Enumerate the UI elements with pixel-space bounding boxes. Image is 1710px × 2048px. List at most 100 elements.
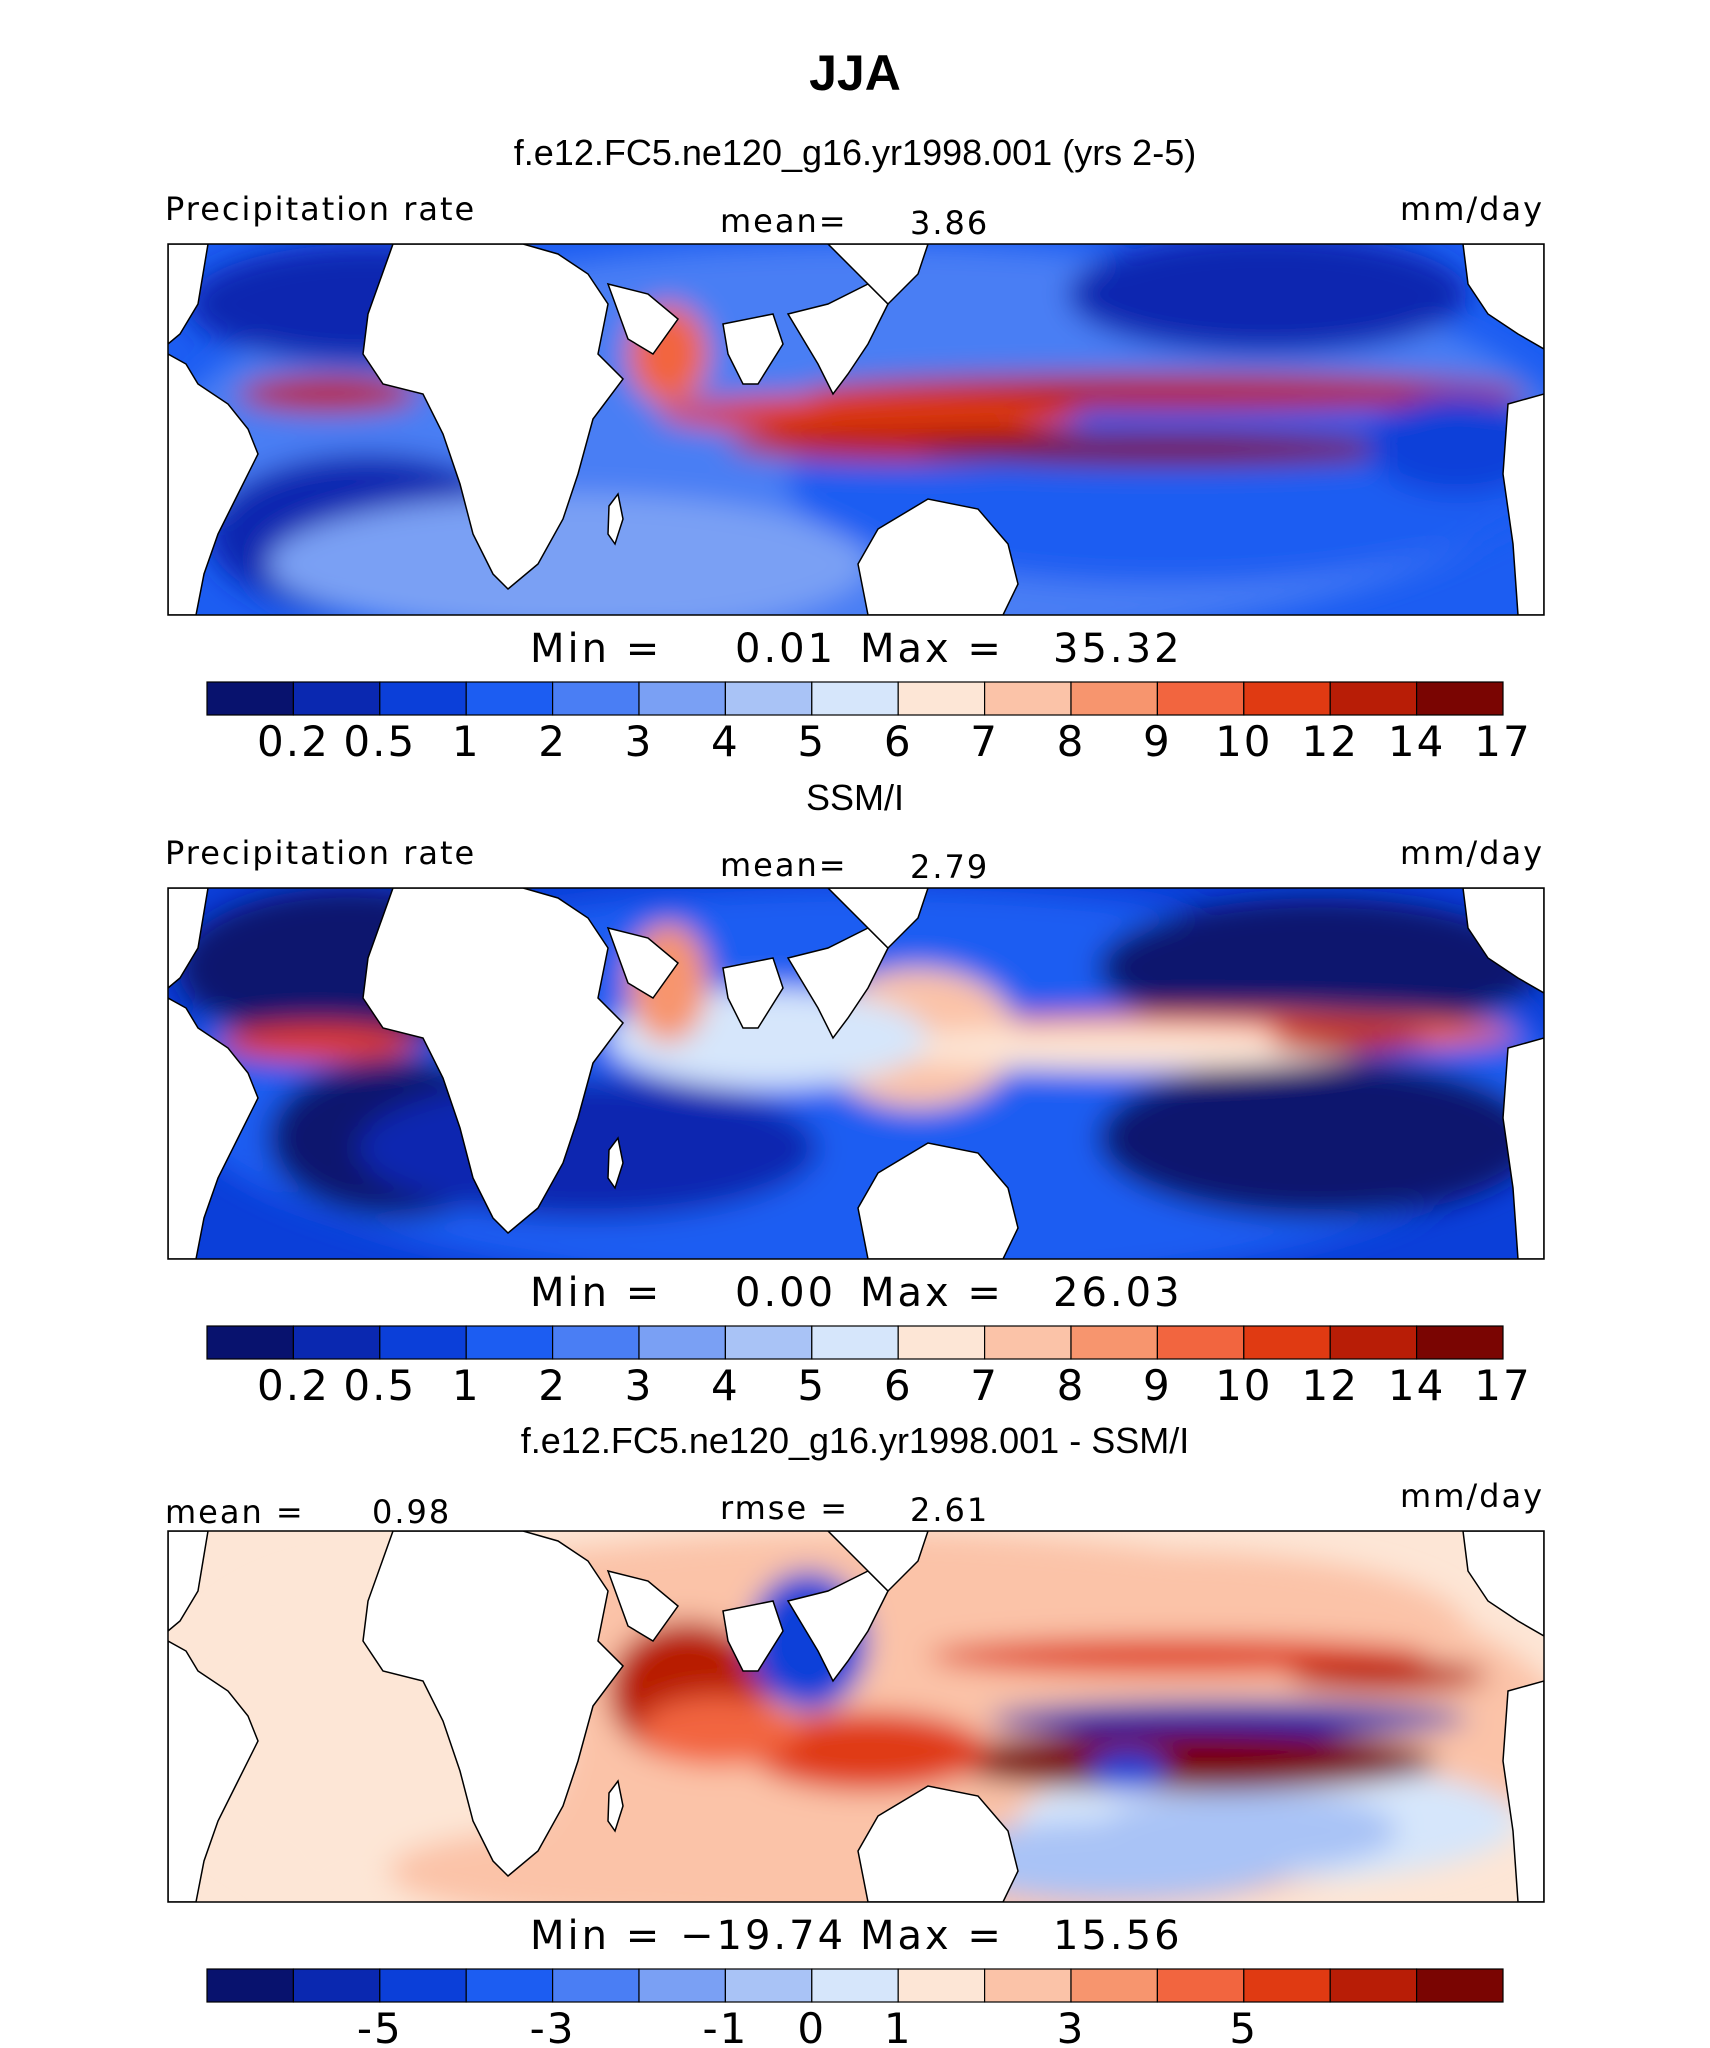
colorbar-swatch bbox=[724, 681, 813, 716]
colorbar: -5 -3 -1 0 1 3 5 bbox=[206, 1968, 1504, 2048]
panel-3: f.e12.FC5.ne120_g16.yr1998.001 - SSM/I me… bbox=[165, 1420, 1545, 2048]
field-blob-13 bbox=[638, 1696, 798, 1766]
min-value: 0.01 bbox=[735, 626, 836, 672]
min-label: Min = bbox=[530, 626, 662, 672]
field-blob-6 bbox=[218, 1025, 418, 1061]
colorbar-swatch bbox=[1329, 1968, 1418, 2003]
colorbar-swatch bbox=[1415, 1325, 1504, 1360]
colorbar-tick-label: 17 bbox=[1474, 1361, 1531, 1410]
colorbar-swatch bbox=[292, 681, 381, 716]
field-blob-10 bbox=[918, 433, 1418, 465]
colorbar-tick-label: 2 bbox=[538, 1361, 567, 1410]
colorbar-swatch bbox=[983, 681, 1072, 716]
colorbar-swatch bbox=[465, 681, 554, 716]
colorbar-swatch bbox=[1156, 1325, 1245, 1360]
field-blob-8 bbox=[658, 394, 1078, 434]
colorbar-tick-label: -3 bbox=[530, 2004, 576, 2048]
min-value: 0.00 bbox=[735, 1270, 836, 1316]
max-value: 15.56 bbox=[1053, 1913, 1183, 1959]
colorbar: 0.2 0.5 1 2 3 4 5 6 7 8 9 10 12 14 17 bbox=[206, 1325, 1531, 1410]
colorbar-swatch bbox=[1156, 681, 1245, 716]
colorbar-tick-label: 8 bbox=[1057, 1361, 1086, 1410]
land-mask bbox=[168, 888, 1544, 1259]
field-blob-9 bbox=[1098, 1791, 1398, 1871]
colorbar-tick-label: 14 bbox=[1388, 1361, 1445, 1410]
colorbar-swatch bbox=[1329, 1325, 1418, 1360]
colorbar-swatch bbox=[551, 681, 640, 716]
mean-value: 3.86 bbox=[910, 204, 989, 242]
colorbar-tick-label: 3 bbox=[1057, 2004, 1086, 2048]
mean-label: mean= bbox=[720, 846, 848, 884]
colorbar-swatch bbox=[1070, 1325, 1159, 1360]
colorbar-swatch bbox=[1070, 681, 1159, 716]
colorbar-swatch bbox=[811, 1325, 899, 1360]
colorbar-swatch bbox=[551, 1968, 640, 2003]
left-label: Precipitation rate bbox=[165, 834, 476, 872]
colorbar-swatch bbox=[379, 1325, 467, 1360]
field-blob-5 bbox=[268, 494, 868, 615]
colorbar-tick-label: 17 bbox=[1474, 717, 1531, 766]
field-blob-4 bbox=[1098, 1058, 1538, 1218]
mean-label: rmse = bbox=[720, 1489, 849, 1527]
field-blob-6 bbox=[928, 1638, 1428, 1674]
land-mask bbox=[168, 1531, 1544, 1902]
colorbar-tick-label: 6 bbox=[884, 1361, 913, 1410]
map-field bbox=[168, 244, 1544, 615]
colorbar-tick-label: 0.2 bbox=[257, 1361, 330, 1410]
colorbar-tick-label: 0.5 bbox=[343, 717, 416, 766]
mean-value: 2.61 bbox=[910, 1491, 989, 1529]
colorbar-tick-label: 4 bbox=[711, 717, 740, 766]
colorbar-tick-label: 4 bbox=[711, 1361, 740, 1410]
min-label: Min = bbox=[530, 1270, 662, 1316]
field-blob-3 bbox=[1068, 244, 1468, 354]
colorbar-tick-label: 2 bbox=[538, 717, 567, 766]
colorbar-swatch bbox=[206, 681, 295, 716]
colorbar-swatch bbox=[983, 1325, 1072, 1360]
colorbar-swatch bbox=[897, 1968, 986, 2003]
colorbar-tick-label: 3 bbox=[625, 717, 654, 766]
left-label: mean = bbox=[165, 1493, 305, 1531]
field-blob-6 bbox=[238, 376, 418, 412]
colorbar-tick-label: 0 bbox=[797, 2004, 826, 2048]
colorbar-tick-label: 10 bbox=[1215, 1361, 1272, 1410]
colorbar-tick-label: 14 bbox=[1388, 717, 1445, 766]
colorbar-tick-label: 5 bbox=[797, 1361, 826, 1410]
units-label: mm/day bbox=[1400, 1477, 1544, 1515]
field-blob-11 bbox=[1268, 1023, 1428, 1053]
colorbar-tick-label: 12 bbox=[1301, 1361, 1358, 1410]
map-field bbox=[168, 1531, 1544, 1902]
colorbar-swatch bbox=[1243, 681, 1331, 716]
colorbar-swatch bbox=[638, 1968, 727, 2003]
colorbar-swatch bbox=[551, 1325, 640, 1360]
colorbar-tick-label: 5 bbox=[1229, 2004, 1258, 2048]
colorbar-swatch bbox=[1156, 1968, 1245, 2003]
colorbar-tick-label: 1 bbox=[884, 2004, 913, 2048]
colorbar-swatch bbox=[1329, 681, 1418, 716]
colorbar-tick-label: 9 bbox=[1143, 717, 1172, 766]
field-blob-16 bbox=[1088, 1751, 1168, 1791]
colorbar-swatch bbox=[465, 1325, 554, 1360]
colorbar-tick-label: 1 bbox=[452, 1361, 481, 1410]
panel-title: SSM/I bbox=[806, 777, 904, 818]
mean-value: 2.79 bbox=[910, 848, 989, 886]
colorbar-swatch bbox=[1415, 681, 1504, 716]
colorbar-tick-label: 3 bbox=[625, 1361, 654, 1410]
colorbar-tick-label: 0.2 bbox=[257, 717, 330, 766]
units-label: mm/day bbox=[1400, 190, 1544, 228]
left-value: 0.98 bbox=[372, 1493, 451, 1531]
field-blob-9 bbox=[868, 1026, 1368, 1070]
field-blob-11 bbox=[938, 1731, 1438, 1791]
field-blob-12 bbox=[748, 1711, 988, 1791]
colorbar-tick-label: 7 bbox=[970, 717, 999, 766]
colorbar-tick-label: 5 bbox=[797, 717, 826, 766]
colorbar-swatch bbox=[1243, 1325, 1331, 1360]
land-mask bbox=[168, 244, 1544, 615]
colorbar: 0.2 0.5 1 2 3 4 5 6 7 8 9 10 12 14 17 bbox=[206, 681, 1531, 766]
colorbar-tick-label: -5 bbox=[357, 2004, 403, 2048]
panel-2: SSM/I Precipitation rate mean= 2.79 mm/day Mi… bbox=[165, 777, 1545, 1410]
colorbar-swatch bbox=[1243, 1968, 1331, 2003]
field-blob-5 bbox=[358, 1078, 818, 1218]
field-blob-7 bbox=[988, 1701, 1468, 1737]
left-label: Precipitation rate bbox=[165, 190, 476, 228]
colorbar-swatch bbox=[465, 1968, 554, 2003]
